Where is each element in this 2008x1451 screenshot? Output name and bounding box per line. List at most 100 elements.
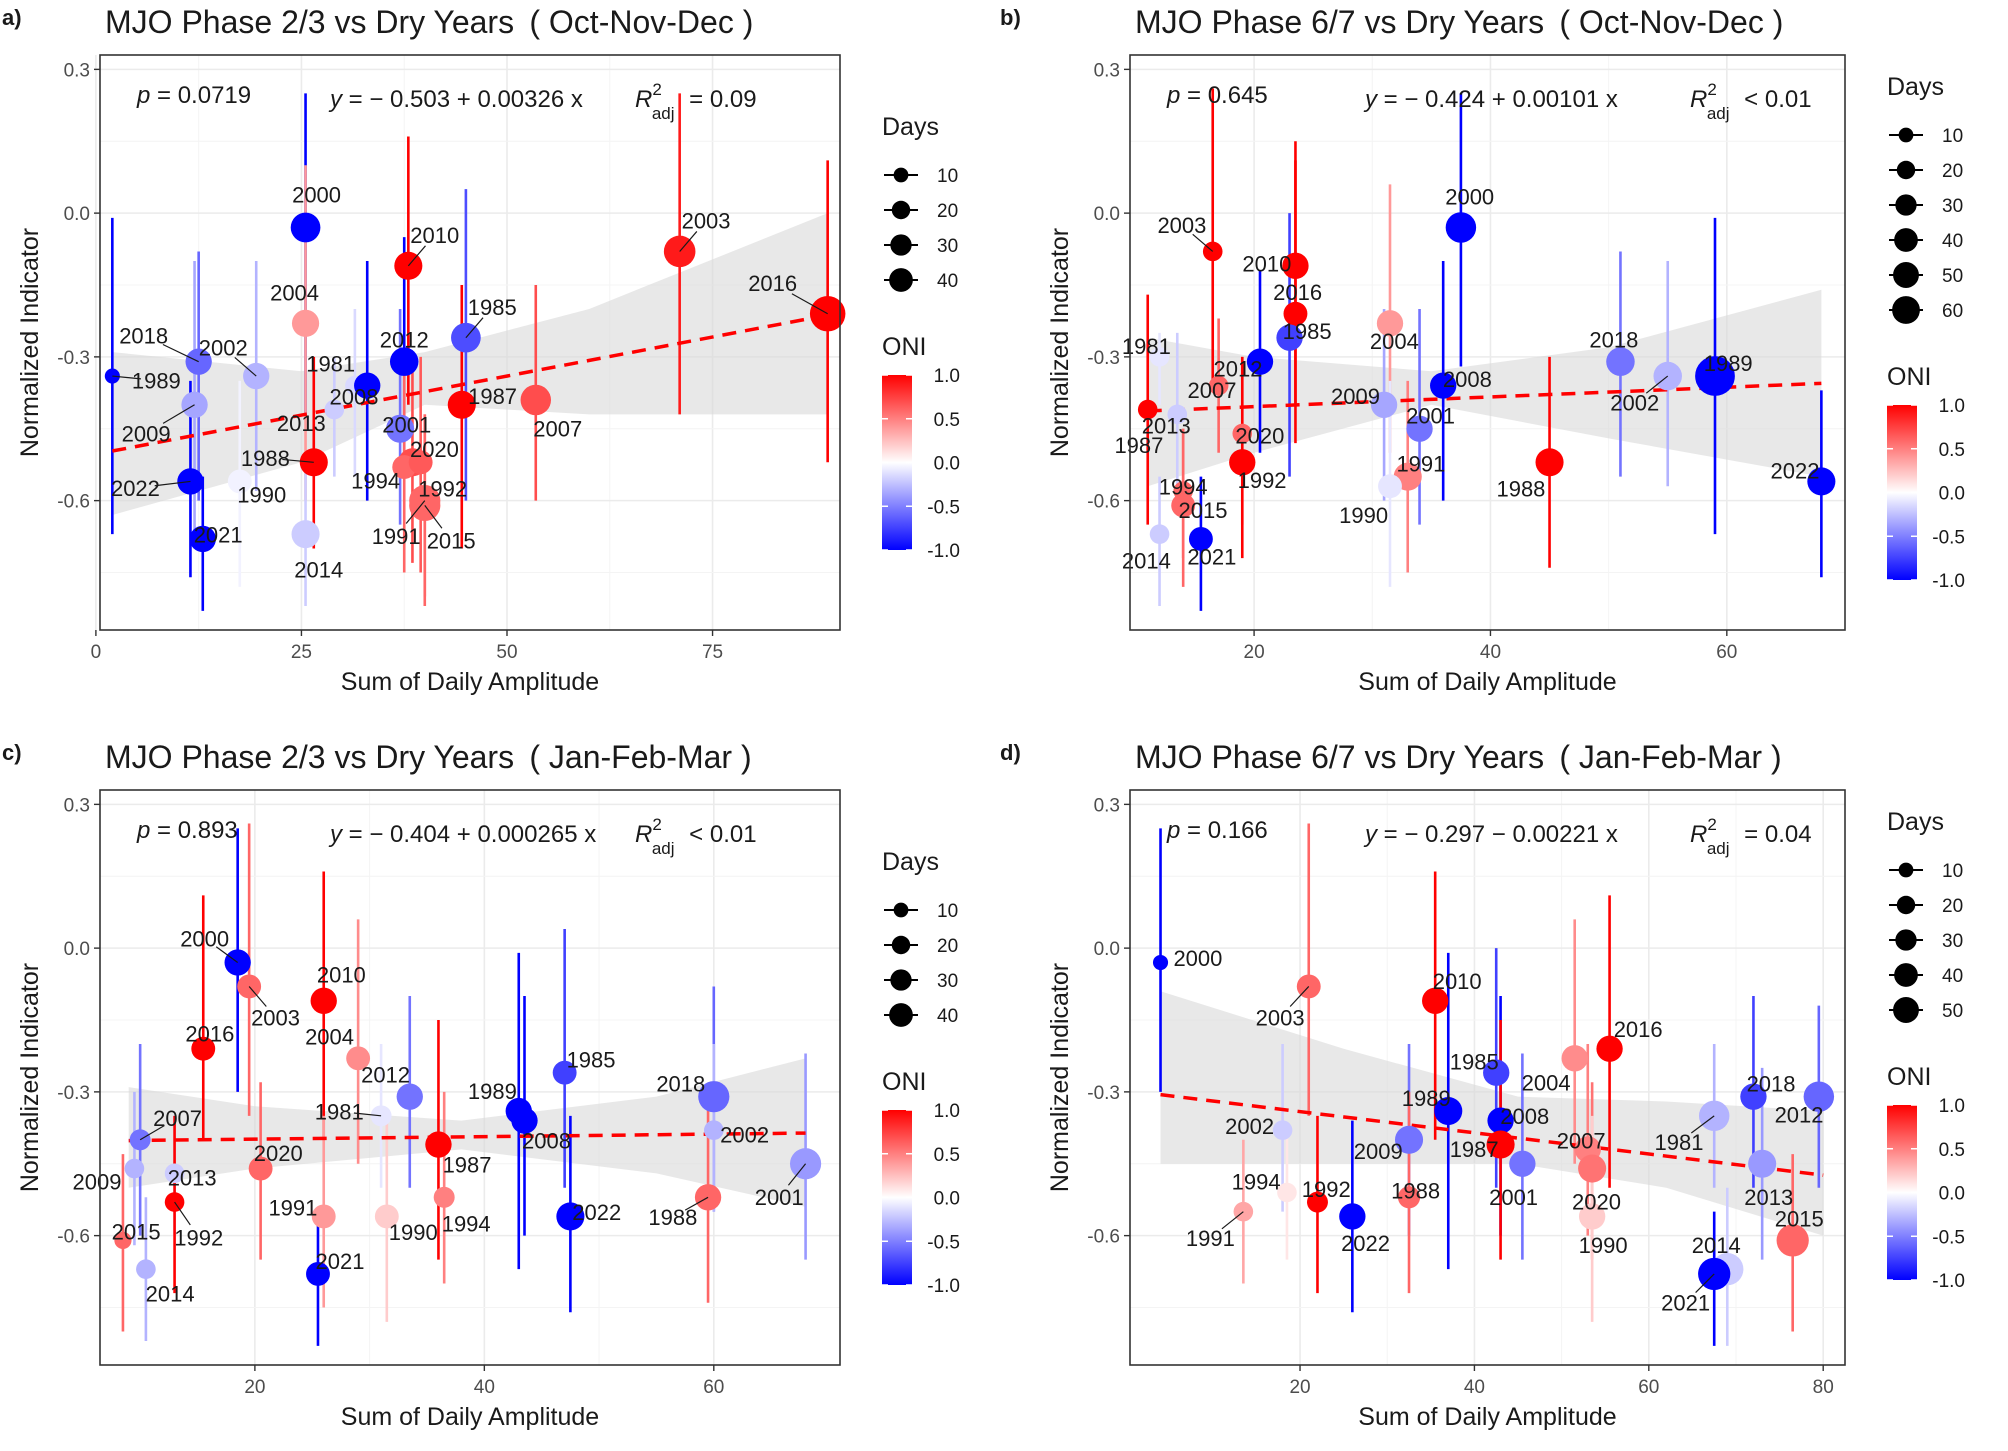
point-label: 2004 [270,281,319,306]
point-label: 1987 [1114,433,1163,458]
p-value-text: = 0.0719 [150,82,251,109]
legend-days-label: 60 [1942,301,1963,322]
point-2012 [1246,348,1274,375]
legend-oni-title: ONI [882,1068,926,1096]
plot-border [1129,54,1846,631]
r-symbol: R [635,821,652,848]
point-2018 [1606,347,1635,376]
point-label: 2010 [1242,252,1291,277]
point-label: 2007 [1188,378,1237,403]
point-label: 2010 [410,223,459,248]
point-label: 1988 [241,446,290,471]
legend-days-dot [1894,963,1918,987]
point-label: 2021 [1661,1291,1710,1316]
legend-oni-label: 1.0 [1939,1096,1965,1117]
eq-symbol: y [328,86,344,113]
label-leader [1221,1211,1244,1230]
legend-oni-label: -0.5 [927,1232,960,1253]
eq-text: = − 0.297 − 0.00221 x [1377,821,1618,848]
label-leader [787,1163,807,1186]
point-label: 2004 [1522,1071,1571,1096]
r-value: < 0.01 [683,821,757,848]
point-1991 [1233,1201,1254,1222]
point-label: 2003 [1157,213,1206,238]
point-label: 2021 [1187,545,1236,570]
panel-label: b) [1000,5,1021,30]
legend-days-dot [893,902,909,918]
point-2010 [1422,987,1449,1015]
point-label: 2015 [1775,1206,1824,1231]
point-label: 2001 [382,412,431,437]
legend-oni-label: 0.0 [934,454,960,475]
stats-annotation: p = 0.0719 y = − 0.503 + 0.00326 x R2 adj =… [136,80,757,123]
point-label: 1989 [1402,1086,1451,1111]
point-label: 2012 [1214,356,1263,381]
point-2007 [1208,375,1229,396]
point-1990 [1578,1203,1606,1230]
stats-annotation: p = 0.166 y = − 0.297 − 0.00221 x R2 adj = … [1166,815,1812,858]
point-label: 1992 [418,477,467,502]
point-2008 [1487,1107,1514,1134]
y-tick-label: 0.0 [64,204,90,225]
point-label: 2015 [1179,498,1228,523]
point-1988 [1535,448,1564,477]
p-value-text: = 0.166 [1180,817,1267,844]
p-value-text: = 0.645 [1180,82,1267,109]
point-1987 [425,1131,452,1158]
legend-days-dot [889,1003,913,1027]
point-label: 1985 [567,1048,616,1073]
point-label: 2000 [180,926,229,951]
point-label: 1985 [468,295,517,320]
r-symbol: R [635,86,652,113]
point-label: 2022 [572,1200,621,1225]
panel-d: d) MJO Phase 6/7 vs Dry Years ( Jan-Feb-M… [1000,739,1965,1431]
label-leader [684,1196,709,1211]
legend-days-label: 10 [937,166,958,187]
legend-days-label: 30 [937,971,958,992]
point-label: 2012 [361,1063,410,1088]
regression-line [128,1131,806,1143]
point-2008 [1430,372,1457,399]
panel-label: d) [1000,740,1021,765]
point-1985 [1276,324,1303,351]
legend-days-title: Days [882,848,939,876]
legend-days-dot [1893,997,1919,1023]
point-label: 1988 [648,1205,697,1230]
legend-days-dot [889,268,913,292]
y-tick-label: -0.6 [57,1227,90,1248]
legend-days-label: 40 [1942,966,1963,987]
point-1992 [408,450,433,475]
point-label: 2002 [720,1123,769,1148]
y-tick-label: -0.6 [1087,492,1120,513]
point-label: 2016 [1273,280,1322,305]
legend-oni-label: -0.5 [1932,1227,1965,1248]
point-2003 [237,974,262,999]
legend-days-label: 50 [1942,266,1963,287]
point-1989 [1695,356,1735,396]
point-label: 2013 [1142,413,1191,438]
point-label: 2008 [330,385,379,410]
plot-border [99,54,841,631]
legend-oni-title: ONI [1887,363,1931,391]
point-label: 2020 [254,1141,303,1166]
point-2002 [704,1120,724,1141]
points [114,949,822,1286]
label-leader [791,293,828,315]
x-axis-label: Sum of Daily Amplitude [1358,668,1616,696]
legend-days-dot [1898,127,1914,143]
r-sub: adj [652,104,675,123]
legend-days-dot [890,234,912,256]
legend-days-dot [1896,895,1916,915]
point-label: 2021 [316,1249,365,1274]
label-leader [407,245,426,267]
legend-oni-label: -1.0 [1932,1271,1965,1292]
point-2008 [511,1107,538,1134]
legend-oni-title: ONI [882,333,926,361]
point-label: 1981 [315,1099,364,1124]
legend-days-label: 40 [937,271,958,292]
point-label: 2013 [277,411,326,436]
point-label: 2001 [1406,404,1455,429]
r-sub: adj [1707,839,1730,858]
r-squared: R2 adj < 0.01 [635,815,757,858]
point-1992 [1306,1191,1328,1213]
